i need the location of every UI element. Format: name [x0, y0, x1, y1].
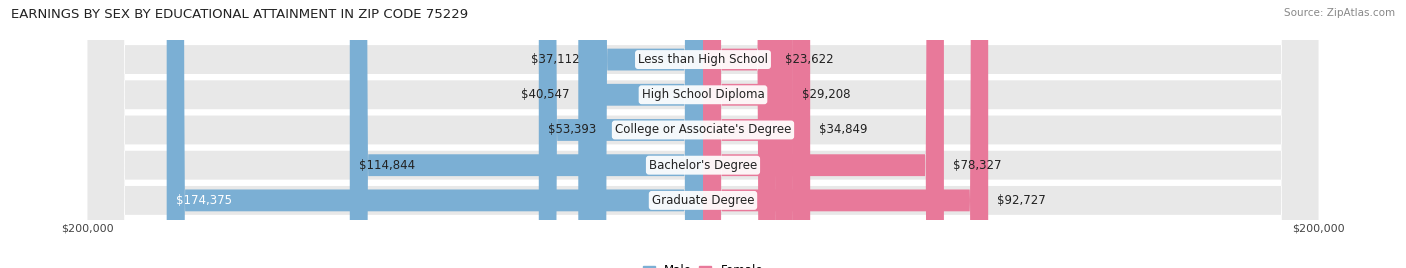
Text: $37,112: $37,112 — [531, 53, 579, 66]
Text: $34,849: $34,849 — [820, 124, 868, 136]
FancyBboxPatch shape — [350, 0, 703, 268]
Text: High School Diploma: High School Diploma — [641, 88, 765, 101]
FancyBboxPatch shape — [87, 0, 1319, 268]
Text: Graduate Degree: Graduate Degree — [652, 194, 754, 207]
FancyBboxPatch shape — [703, 0, 810, 268]
Legend: Male, Female: Male, Female — [638, 260, 768, 268]
FancyBboxPatch shape — [703, 0, 793, 268]
Text: $92,727: $92,727 — [997, 194, 1046, 207]
FancyBboxPatch shape — [703, 0, 988, 268]
FancyBboxPatch shape — [703, 0, 776, 268]
Text: $174,375: $174,375 — [176, 194, 232, 207]
Text: Less than High School: Less than High School — [638, 53, 768, 66]
Text: $29,208: $29,208 — [801, 88, 851, 101]
FancyBboxPatch shape — [87, 0, 1319, 268]
Text: $78,327: $78,327 — [953, 159, 1001, 172]
FancyBboxPatch shape — [87, 0, 1319, 268]
FancyBboxPatch shape — [167, 0, 703, 268]
Text: $23,622: $23,622 — [785, 53, 834, 66]
FancyBboxPatch shape — [578, 0, 703, 268]
FancyBboxPatch shape — [589, 0, 703, 268]
Text: EARNINGS BY SEX BY EDUCATIONAL ATTAINMENT IN ZIP CODE 75229: EARNINGS BY SEX BY EDUCATIONAL ATTAINMEN… — [11, 8, 468, 21]
FancyBboxPatch shape — [538, 0, 703, 268]
Text: $114,844: $114,844 — [359, 159, 415, 172]
FancyBboxPatch shape — [87, 0, 1319, 268]
Text: $40,547: $40,547 — [520, 88, 569, 101]
Text: College or Associate's Degree: College or Associate's Degree — [614, 124, 792, 136]
Text: $53,393: $53,393 — [548, 124, 596, 136]
FancyBboxPatch shape — [703, 0, 943, 268]
Text: Source: ZipAtlas.com: Source: ZipAtlas.com — [1284, 8, 1395, 18]
FancyBboxPatch shape — [87, 0, 1319, 268]
Text: Bachelor's Degree: Bachelor's Degree — [650, 159, 756, 172]
